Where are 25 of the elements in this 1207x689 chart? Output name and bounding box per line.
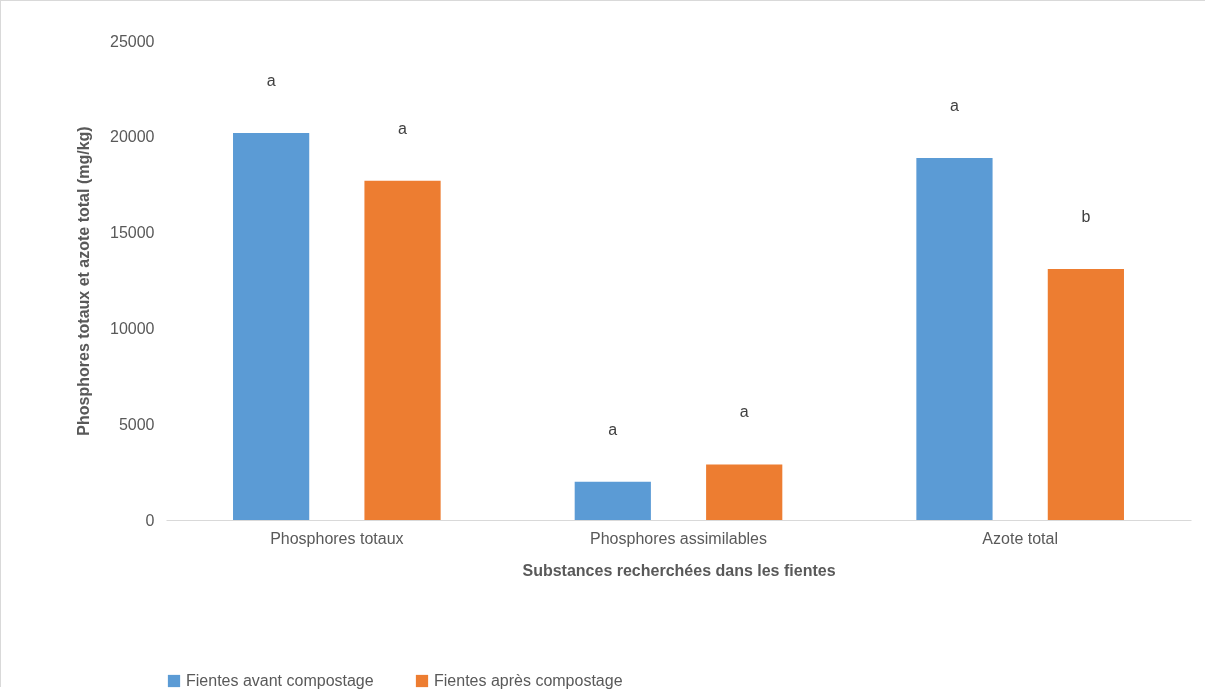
bar	[364, 180, 441, 520]
data-label: a	[950, 96, 960, 114]
x-tick-label: Phosphores totaux	[270, 529, 404, 547]
bar	[706, 464, 783, 520]
x-axis-title: Substances recherchées dans les fientes	[522, 561, 836, 579]
bar	[916, 157, 993, 520]
data-label: a	[739, 403, 749, 421]
data-label: a	[266, 71, 276, 89]
bar	[233, 132, 310, 520]
bar	[574, 481, 651, 520]
y-axis-title: Phosphores totaux et azote total (mg/kg)	[75, 126, 93, 436]
x-tick-label: Phosphores assimilables	[590, 529, 767, 547]
data-label: a	[398, 119, 408, 137]
y-tick-label: 10000	[110, 319, 155, 337]
bar	[1047, 269, 1124, 520]
x-tick-label: Azote total	[982, 529, 1058, 547]
y-tick-label: 15000	[110, 224, 155, 242]
legend-label: Fientes après compostage	[434, 672, 623, 689]
y-tick-label: 0	[145, 511, 155, 529]
data-label: b	[1081, 208, 1091, 225]
y-tick-label: 25000	[110, 32, 155, 50]
y-tick-label: 5000	[118, 415, 155, 433]
data-label: a	[608, 420, 618, 438]
legend-label: Fientes avant compostage	[186, 672, 374, 689]
y-tick-label: 20000	[110, 128, 155, 146]
